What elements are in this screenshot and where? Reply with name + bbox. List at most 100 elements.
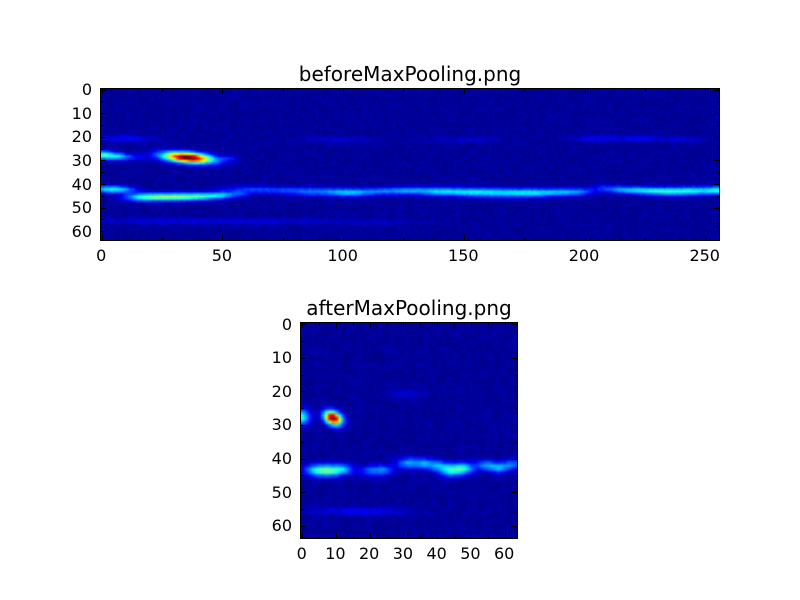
x-major-tick — [403, 323, 405, 328]
x-major-tick — [222, 89, 224, 94]
y-major-tick — [714, 89, 719, 91]
y-major-tick — [714, 136, 719, 138]
x-major-tick — [101, 235, 103, 240]
y-tick-label: 20 — [271, 381, 292, 401]
x-major-tick — [470, 533, 472, 538]
x-major-tick — [584, 89, 586, 94]
y-tick-label: 0 — [81, 80, 92, 100]
x-minor-tick — [487, 535, 489, 538]
y-tick-label: 60 — [71, 221, 92, 241]
x-minor-tick — [352, 323, 354, 326]
y-major-tick — [301, 391, 306, 393]
y-minor-tick — [514, 508, 517, 510]
y-major-tick — [714, 207, 719, 209]
y-major-tick — [101, 160, 106, 162]
x-tick-label: 250 — [689, 246, 720, 265]
y-major-tick — [301, 458, 306, 460]
heatmap-image-after — [301, 323, 517, 538]
y-tick-label: 40 — [71, 174, 92, 194]
x-minor-tick — [352, 535, 354, 538]
x-tick-label: 150 — [448, 246, 479, 265]
x-minor-tick — [644, 237, 646, 240]
y-tick-label: 60 — [271, 516, 292, 536]
y-minor-tick — [716, 172, 719, 174]
x-tick-label: 60 — [494, 544, 515, 563]
y-major-tick — [512, 492, 517, 494]
x-minor-tick — [403, 237, 405, 240]
y-major-tick — [101, 184, 106, 186]
x-tick-label: 50 — [211, 246, 233, 265]
y-minor-tick — [716, 125, 719, 127]
y-minor-tick — [716, 195, 719, 197]
x-major-tick — [504, 533, 506, 538]
x-minor-tick — [319, 323, 321, 326]
y-major-tick — [714, 184, 719, 186]
x-major-tick — [437, 533, 439, 538]
x-major-tick — [101, 89, 103, 94]
y-minor-tick — [101, 101, 104, 103]
y-minor-tick — [514, 441, 517, 443]
y-major-tick — [512, 391, 517, 393]
y-major-tick — [512, 525, 517, 527]
x-major-tick — [302, 533, 304, 538]
y-minor-tick — [301, 374, 304, 376]
x-major-tick — [335, 533, 337, 538]
x-major-tick — [463, 89, 465, 94]
y-major-tick — [101, 207, 106, 209]
y-tick-label: 40 — [271, 449, 292, 469]
y-major-tick — [301, 525, 306, 527]
y-minor-tick — [101, 219, 104, 221]
x-minor-tick — [420, 323, 422, 326]
y-minor-tick — [716, 148, 719, 150]
x-major-tick — [463, 235, 465, 240]
x-tick-label: 30 — [392, 544, 414, 563]
heatmap-image-before — [101, 89, 719, 240]
y-tick-label: 10 — [271, 348, 292, 368]
x-minor-tick — [487, 323, 489, 326]
x-minor-tick — [319, 535, 321, 538]
y-minor-tick — [101, 148, 104, 150]
x-tick-label: 50 — [460, 544, 481, 563]
x-minor-tick — [403, 89, 405, 92]
x-minor-tick — [454, 535, 456, 538]
y-tick-label: 50 — [271, 482, 292, 502]
x-tick-label: 0 — [96, 246, 107, 265]
y-minor-tick — [301, 408, 304, 410]
y-minor-tick — [716, 101, 719, 103]
y-tick-label: 30 — [71, 150, 92, 170]
x-minor-tick — [386, 535, 388, 538]
y-major-tick — [101, 231, 106, 233]
x-minor-tick — [386, 323, 388, 326]
y-major-tick — [512, 424, 517, 426]
x-major-tick — [369, 323, 371, 328]
x-tick-label: 40 — [426, 544, 447, 563]
plot-title-after-maxpooling: afterMaxPooling.png — [306, 296, 512, 320]
x-major-tick — [343, 235, 345, 240]
y-tick-label: 50 — [71, 198, 92, 218]
x-major-tick — [403, 533, 405, 538]
x-major-tick — [302, 323, 304, 328]
y-minor-tick — [514, 340, 517, 342]
y-major-tick — [301, 424, 306, 426]
y-major-tick — [301, 357, 306, 359]
y-major-tick — [714, 231, 719, 233]
x-minor-tick — [162, 89, 164, 92]
x-tick-label: 0 — [296, 544, 307, 563]
y-tick-label: 20 — [71, 127, 92, 147]
y-major-tick — [714, 113, 719, 115]
y-minor-tick — [716, 219, 719, 221]
y-minor-tick — [514, 374, 517, 376]
y-major-tick — [512, 357, 517, 359]
x-minor-tick — [282, 89, 284, 92]
y-major-tick — [101, 89, 106, 91]
x-tick-label: 20 — [359, 544, 380, 563]
y-minor-tick — [101, 172, 104, 174]
x-minor-tick — [454, 323, 456, 326]
x-minor-tick — [644, 89, 646, 92]
y-minor-tick — [301, 441, 304, 443]
y-minor-tick — [301, 475, 304, 477]
x-major-tick — [222, 235, 224, 240]
y-minor-tick — [514, 408, 517, 410]
x-minor-tick — [524, 237, 526, 240]
